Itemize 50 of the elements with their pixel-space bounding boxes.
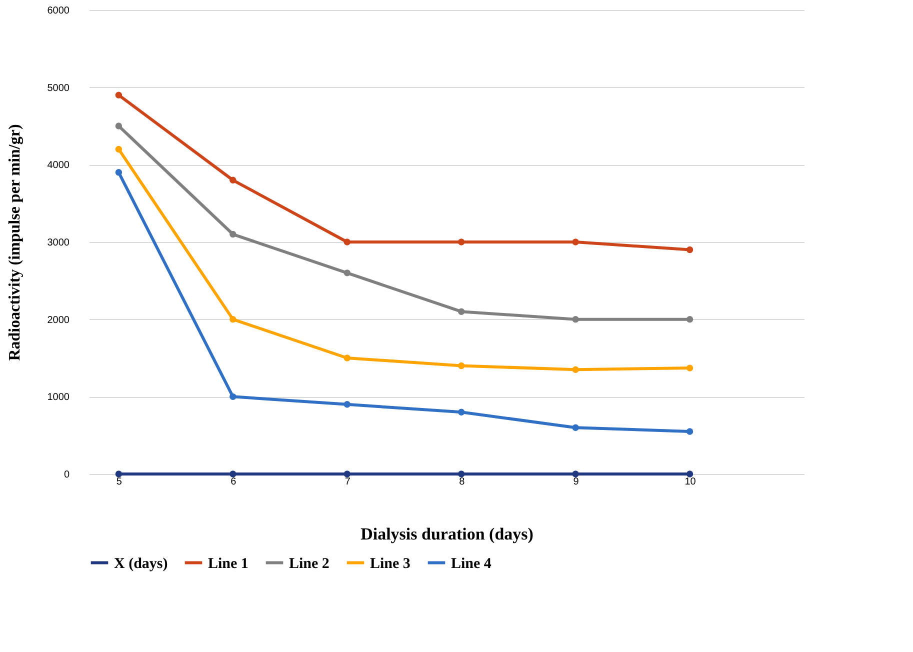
point bbox=[458, 408, 465, 416]
point bbox=[230, 470, 236, 478]
point bbox=[344, 401, 350, 408]
point bbox=[572, 316, 579, 323]
point bbox=[686, 246, 694, 254]
y-tick-label: 1000 bbox=[47, 392, 70, 404]
point bbox=[344, 238, 350, 246]
point bbox=[115, 169, 122, 176]
point bbox=[230, 230, 236, 238]
legend-label: Line 1 bbox=[208, 556, 248, 572]
y-tick-label: 4000 bbox=[47, 160, 70, 172]
y-tick-label: 0 bbox=[64, 470, 70, 480]
point bbox=[572, 470, 579, 478]
y-tick-label: 3000 bbox=[47, 238, 70, 248]
point bbox=[572, 366, 579, 373]
legend-label: Line 2 bbox=[289, 556, 330, 572]
point bbox=[230, 176, 236, 184]
point bbox=[458, 238, 465, 246]
point bbox=[115, 470, 122, 478]
point bbox=[458, 362, 465, 370]
x-tick-label: 8 bbox=[459, 476, 466, 488]
y-tick-label: 6000 bbox=[47, 6, 70, 16]
point bbox=[572, 424, 579, 431]
point bbox=[686, 470, 694, 478]
point bbox=[115, 146, 122, 153]
x-tick-label: 7 bbox=[344, 476, 351, 488]
point bbox=[686, 316, 694, 323]
point bbox=[686, 364, 694, 372]
point bbox=[230, 316, 236, 323]
point bbox=[686, 428, 694, 435]
point bbox=[344, 354, 350, 362]
point bbox=[344, 470, 350, 478]
point bbox=[344, 270, 350, 276]
x-axis-title: Dialysis duration (days) bbox=[360, 524, 534, 544]
point bbox=[115, 122, 122, 130]
y-tick-label: 2000 bbox=[47, 314, 70, 326]
x-tick-label: 10 bbox=[684, 476, 696, 488]
point bbox=[115, 92, 122, 98]
legend-label: Line 3 bbox=[370, 556, 410, 572]
point bbox=[572, 238, 579, 246]
x-tick-label: 9 bbox=[573, 476, 580, 488]
point bbox=[458, 308, 465, 315]
y-tick-label: 5000 bbox=[47, 82, 70, 94]
x-tick-label: 6 bbox=[230, 476, 237, 488]
legend-label: X (days) bbox=[114, 556, 168, 572]
point bbox=[230, 393, 236, 400]
point bbox=[458, 470, 465, 478]
x-tick-label: 5 bbox=[116, 476, 122, 488]
y-axis-title: Radioactivity (impulse per min/gr) bbox=[6, 124, 24, 361]
legend-label: Line 4 bbox=[451, 556, 492, 572]
